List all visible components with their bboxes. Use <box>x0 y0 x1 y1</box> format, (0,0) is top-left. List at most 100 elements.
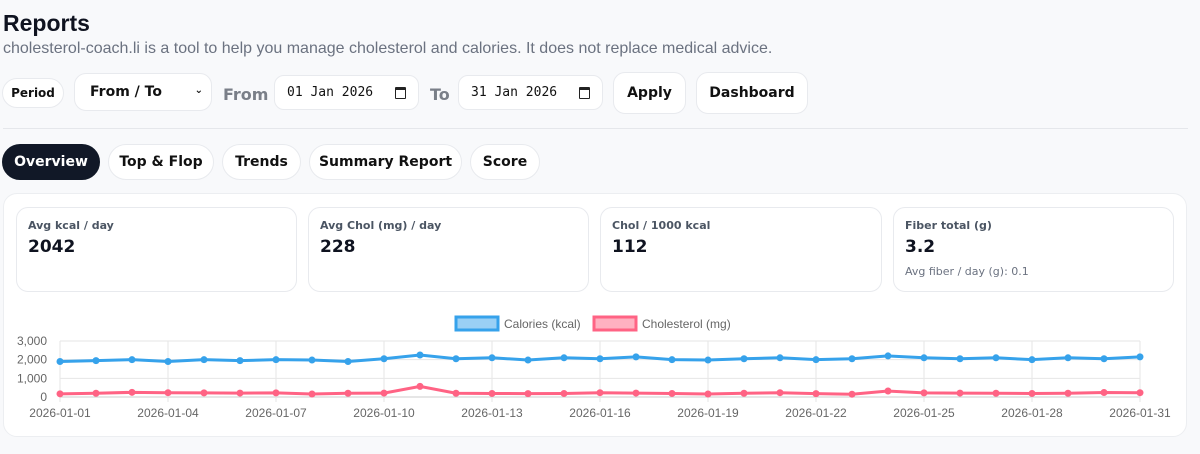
data-point <box>452 355 460 363</box>
x-tick-label: 2026-01-13 <box>461 406 523 420</box>
data-point <box>344 389 352 397</box>
data-point <box>1064 389 1072 397</box>
page-subtitle: cholesterol-coach.li is a tool to help y… <box>3 40 773 57</box>
x-tick-label: 2026-01-07 <box>245 406 307 420</box>
x-tick-label: 2026-01-31 <box>1109 406 1171 420</box>
data-point <box>1136 389 1144 397</box>
data-point <box>812 356 820 364</box>
data-point <box>632 353 640 361</box>
y-tick-label: 0 <box>40 390 47 404</box>
calories-cholesterol-chart: 3,000 2,000 1,000 0 2026-01-01 2026-01-04 2026… <box>17 315 1171 420</box>
data-point <box>920 354 928 362</box>
tab-overview[interactable]: Overview <box>2 144 100 180</box>
data-point <box>524 356 532 364</box>
tab-summary-report[interactable]: Summary Report <box>309 144 462 180</box>
data-point <box>1028 356 1036 364</box>
data-point <box>560 354 568 362</box>
tab-score[interactable]: Score <box>470 144 540 180</box>
data-point <box>236 389 244 397</box>
calendar-icon[interactable] <box>395 87 406 99</box>
data-point <box>776 389 784 397</box>
from-date-value: 01 Jan 2026 <box>287 85 374 100</box>
data-point <box>956 389 964 397</box>
data-point <box>848 355 856 363</box>
data-point <box>992 389 1000 397</box>
stat-value: 3.2 <box>905 237 936 257</box>
to-date-input[interactable]: 31 Jan 2026 <box>458 75 603 110</box>
data-point <box>380 355 388 363</box>
stat-value: 2042 <box>28 237 76 257</box>
data-point <box>560 389 568 397</box>
stat-title: Fiber total (g) <box>905 219 992 232</box>
from-label: From <box>223 85 269 104</box>
data-point <box>668 356 676 364</box>
x-tick-label: 2026-01-16 <box>569 406 631 420</box>
data-point <box>308 356 316 364</box>
data-point <box>740 389 748 397</box>
data-point <box>992 354 1000 362</box>
to-label: To <box>430 85 450 104</box>
dashboard-button[interactable]: Dashboard <box>696 72 808 114</box>
data-point <box>452 389 460 397</box>
data-point <box>776 354 784 362</box>
x-tick-label: 2026-01-28 <box>1001 406 1063 420</box>
x-tick-label: 2026-01-19 <box>677 406 739 420</box>
period-select[interactable]: From / To ⌄ <box>74 73 212 111</box>
legend-label: Calories (kcal) <box>504 317 581 331</box>
apply-button[interactable]: Apply <box>613 72 686 114</box>
stat-note: Avg fiber / day (g): 0.1 <box>905 265 1029 278</box>
data-point <box>812 390 820 398</box>
data-point <box>200 356 208 364</box>
data-point <box>920 389 928 397</box>
data-point <box>596 389 604 397</box>
legend-swatch <box>592 315 638 332</box>
stat-title: Avg Chol (mg) / day <box>320 219 442 232</box>
data-point <box>164 358 172 366</box>
data-point <box>524 390 532 398</box>
data-point <box>236 357 244 365</box>
data-point <box>1100 389 1108 397</box>
stat-value: 228 <box>320 237 356 257</box>
from-date-input[interactable]: 01 Jan 2026 <box>274 75 419 110</box>
stat-title: Chol / 1000 kcal <box>612 219 711 232</box>
data-point <box>344 358 352 366</box>
period-label: Period <box>2 78 64 108</box>
data-point <box>272 356 280 364</box>
data-point <box>704 390 712 398</box>
data-point <box>416 382 424 390</box>
x-tick-label: 2026-01-22 <box>785 406 847 420</box>
data-point <box>740 355 748 363</box>
stat-card-chol-per-1000: Chol / 1000 kcal 112 <box>600 207 882 292</box>
data-point <box>632 389 640 397</box>
y-tick-label: 1,000 <box>17 371 47 385</box>
data-point <box>884 352 892 360</box>
data-point <box>56 358 64 366</box>
data-point <box>92 389 100 397</box>
x-tick-label: 2026-01-25 <box>893 406 955 420</box>
data-point <box>488 389 496 397</box>
tab-top-flop[interactable]: Top & Flop <box>108 144 214 180</box>
data-point <box>668 389 676 397</box>
stat-card-avg-chol: Avg Chol (mg) / day 228 <box>308 207 589 292</box>
tab-trends[interactable]: Trends <box>222 144 301 180</box>
calendar-icon[interactable] <box>579 87 590 99</box>
data-point <box>1028 389 1036 397</box>
data-point <box>596 355 604 363</box>
data-point <box>1100 355 1108 363</box>
data-point <box>200 389 208 397</box>
y-tick-label: 2,000 <box>17 353 47 367</box>
stat-value: 112 <box>612 237 648 257</box>
divider <box>3 128 1188 129</box>
data-point <box>704 356 712 364</box>
data-point <box>128 356 136 364</box>
stat-card-fiber: Fiber total (g) 3.2 Avg fiber / day (g):… <box>893 207 1174 292</box>
data-point <box>488 354 496 362</box>
chevron-down-icon: ⌄ <box>194 85 203 96</box>
x-tick-label: 2026-01-10 <box>353 406 415 420</box>
stat-card-avg-kcal: Avg kcal / day 2042 <box>16 207 297 292</box>
data-point <box>56 390 64 398</box>
x-tick-label: 2026-01-01 <box>29 406 91 420</box>
y-tick-label: 3,000 <box>17 334 47 348</box>
data-point <box>92 357 100 365</box>
data-point <box>128 388 136 396</box>
